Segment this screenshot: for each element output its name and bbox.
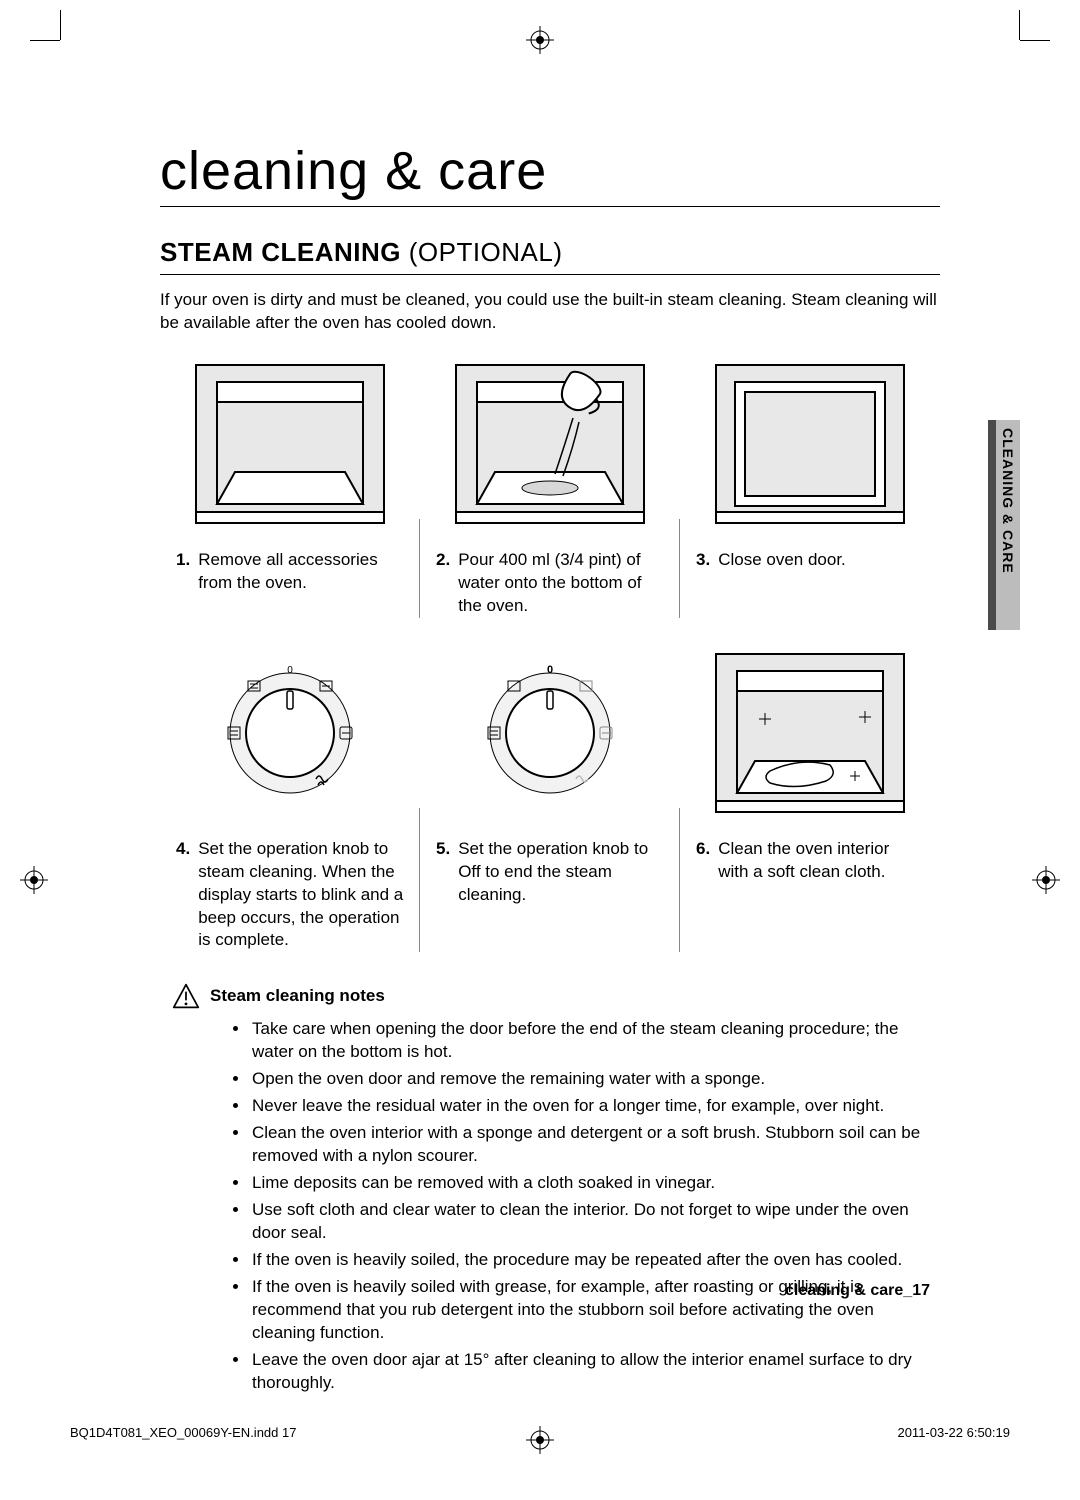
registration-mark-icon	[526, 1426, 554, 1454]
content-area: cleaning & care STEAM CLEANING (OPTIONAL…	[160, 140, 940, 1394]
step-2-caption: 2. Pour 400 ml (3/4 pint) of water onto …	[436, 549, 664, 618]
step-5: 0 5. Set the operation knob to O	[420, 648, 680, 953]
registration-mark-icon	[20, 866, 48, 894]
step-number: 2.	[436, 549, 450, 618]
step-text: Set the operation knob to steam cleaning…	[198, 838, 404, 953]
crop-mark	[1019, 10, 1020, 40]
step-6-figure	[696, 648, 924, 818]
step-1-figure	[176, 359, 404, 529]
step-text: Clean the oven interior with a soft clea…	[718, 838, 924, 884]
svg-text:0: 0	[547, 664, 553, 676]
step-1-caption: 1. Remove all accessories from the oven.	[176, 549, 404, 595]
registration-mark-icon	[1032, 866, 1060, 894]
intro-paragraph: If your oven is dirty and must be cleane…	[160, 289, 940, 335]
step-text: Set the operation knob to Off to end the…	[458, 838, 664, 907]
crop-mark	[30, 40, 60, 41]
source-file-stamp: BQ1D4T081_XEO_00069Y-EN.indd 17	[70, 1425, 296, 1440]
step-6: 6. Clean the oven interior with a soft c…	[680, 648, 940, 953]
step-2: 2. Pour 400 ml (3/4 pint) of water onto …	[420, 359, 680, 618]
note-item: Open the oven door and remove the remain…	[250, 1068, 940, 1091]
step-number: 6.	[696, 838, 710, 884]
manual-page: CLEANING & CARE cleaning & care STEAM CL…	[0, 0, 1080, 1500]
step-3-caption: 3. Close oven door.	[696, 549, 924, 572]
section-title-bold: STEAM CLEANING	[160, 237, 401, 267]
notes-title: Steam cleaning notes	[210, 986, 385, 1006]
notes-heading: Steam cleaning notes	[172, 982, 940, 1010]
step-1: 1. Remove all accessories from the oven.	[160, 359, 420, 618]
step-text: Pour 400 ml (3/4 pint) of water onto the…	[458, 549, 664, 618]
step-4-caption: 4. Set the operation knob to steam clean…	[176, 838, 404, 953]
warning-icon	[172, 982, 200, 1010]
step-number: 3.	[696, 549, 710, 572]
section-title-rest: (OPTIONAL)	[401, 237, 563, 267]
section-tab-label: CLEANING & CARE	[1000, 420, 1016, 574]
note-item: Leave the oven door ajar at 15° after cl…	[250, 1349, 940, 1395]
note-item: Clean the oven interior with a sponge an…	[250, 1122, 940, 1168]
step-text: Remove all accessories from the oven.	[198, 549, 404, 595]
crop-mark	[60, 10, 61, 40]
step-4: 0	[160, 648, 420, 953]
step-3: 3. Close oven door.	[680, 359, 940, 618]
notes-section: Steam cleaning notes Take care when open…	[160, 982, 940, 1394]
running-footer: cleaning & care_17	[785, 1282, 930, 1300]
notes-list: Take care when opening the door before t…	[232, 1018, 940, 1394]
step-4-figure: 0	[176, 648, 404, 818]
note-item: Never leave the residual water in the ov…	[250, 1095, 940, 1118]
step-6-caption: 6. Clean the oven interior with a soft c…	[696, 838, 924, 884]
note-item: If the oven is heavily soiled, the proce…	[250, 1249, 940, 1272]
page-title: cleaning & care	[160, 140, 940, 207]
section-title: STEAM CLEANING (OPTIONAL)	[160, 237, 940, 275]
step-number: 4.	[176, 838, 190, 953]
step-number: 5.	[436, 838, 450, 907]
note-item: Lime deposits can be removed with a clot…	[250, 1172, 940, 1195]
section-tab-accent	[988, 420, 996, 630]
section-tab: CLEANING & CARE	[996, 420, 1020, 630]
step-2-figure	[436, 359, 664, 529]
svg-text:0: 0	[287, 665, 293, 676]
timestamp: 2011-03-22 6:50:19	[897, 1425, 1010, 1440]
note-item: Take care when opening the door before t…	[250, 1018, 940, 1064]
step-3-figure	[696, 359, 924, 529]
step-5-caption: 5. Set the operation knob to Off to end …	[436, 838, 664, 907]
step-text: Close oven door.	[718, 549, 846, 572]
step-number: 1.	[176, 549, 190, 595]
note-item: Use soft cloth and clear water to clean …	[250, 1199, 940, 1245]
crop-mark	[1020, 40, 1050, 41]
step-5-figure: 0	[436, 648, 664, 818]
steps-grid: 1. Remove all accessories from the oven.	[160, 359, 940, 953]
registration-mark-icon	[526, 26, 554, 54]
